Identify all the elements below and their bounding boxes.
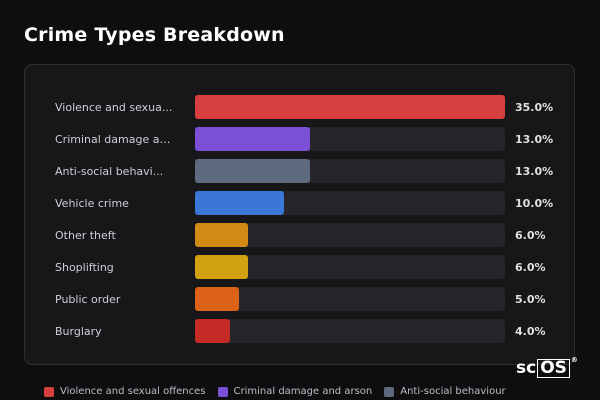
bar — [195, 255, 249, 279]
logo-prefix: sc — [516, 358, 537, 378]
bar — [195, 95, 505, 119]
bar-category-label: Anti-social behavi... — [55, 164, 164, 178]
legend-label: Violence and sexual offences — [60, 386, 206, 397]
legend-swatch — [217, 386, 228, 397]
bar-track — [195, 319, 505, 343]
bar-row: Vehicle crime 10.0% — [25, 191, 574, 215]
bar-value-label: 13.0% — [515, 164, 554, 178]
bar — [195, 159, 311, 183]
bar — [195, 319, 231, 343]
bar-value-label: 6.0% — [515, 260, 546, 274]
bar-row: Public order 5.0% — [25, 287, 574, 311]
bar — [195, 191, 284, 215]
bar-track — [195, 191, 505, 215]
bar — [195, 127, 311, 151]
legend-item: Anti-social behaviour — [384, 386, 506, 397]
logo-registered-mark: ® — [570, 356, 578, 364]
bar-row: Burglary 4.0% — [25, 319, 574, 343]
bar-value-label: 5.0% — [515, 292, 546, 306]
bar-value-label: 10.0% — [515, 196, 554, 210]
bar-row: Criminal damage an... 13.0% — [25, 127, 574, 151]
chart-title: Crime Types Breakdown — [24, 24, 285, 46]
bar-row: Shoplifting 6.0% — [25, 255, 574, 279]
bar-category-label: Vehicle crime — [55, 196, 129, 210]
bar-track — [195, 127, 505, 151]
chart-legend: Violence and sexual offences Criminal dam… — [44, 386, 506, 397]
bar-category-label: Violence and sexua... — [55, 100, 173, 114]
bar-row: Anti-social behavi... 13.0% — [25, 159, 574, 183]
logo-boxed: OS — [537, 358, 570, 378]
bar-category-label: Burglary — [55, 324, 102, 338]
legend-item: Criminal damage and arson — [217, 386, 373, 397]
legend-label: Criminal damage and arson — [233, 386, 373, 397]
bar-track — [195, 255, 505, 279]
brand-logo: sc OS ® — [516, 356, 578, 378]
bar-value-label: 13.0% — [515, 132, 554, 146]
bar-value-label: 6.0% — [515, 228, 546, 242]
bar-value-label: 35.0% — [515, 100, 554, 114]
legend-swatch — [384, 386, 395, 397]
legend-swatch — [44, 386, 54, 397]
bar-track — [195, 95, 505, 119]
bar-track — [195, 287, 505, 311]
bar-track — [195, 223, 505, 247]
bar-category-label: Other theft — [55, 228, 116, 242]
bar — [195, 287, 240, 311]
bar-value-label: 4.0% — [515, 324, 546, 338]
legend-label: Anti-social behaviour — [400, 386, 506, 397]
bar-row: Other theft 6.0% — [25, 223, 574, 247]
bar-row: Violence and sexua... 35.0% — [25, 95, 574, 119]
bar-category-label: Shoplifting — [55, 260, 114, 274]
bar — [195, 223, 249, 247]
bar-track — [195, 159, 505, 183]
bar-category-label: Public order — [55, 292, 121, 306]
legend-item: Violence and sexual offences — [44, 386, 206, 397]
bar-category-label: Criminal damage an... — [55, 132, 175, 146]
chart-card: Violence and sexua... 35.0% Criminal damag… — [24, 64, 575, 365]
